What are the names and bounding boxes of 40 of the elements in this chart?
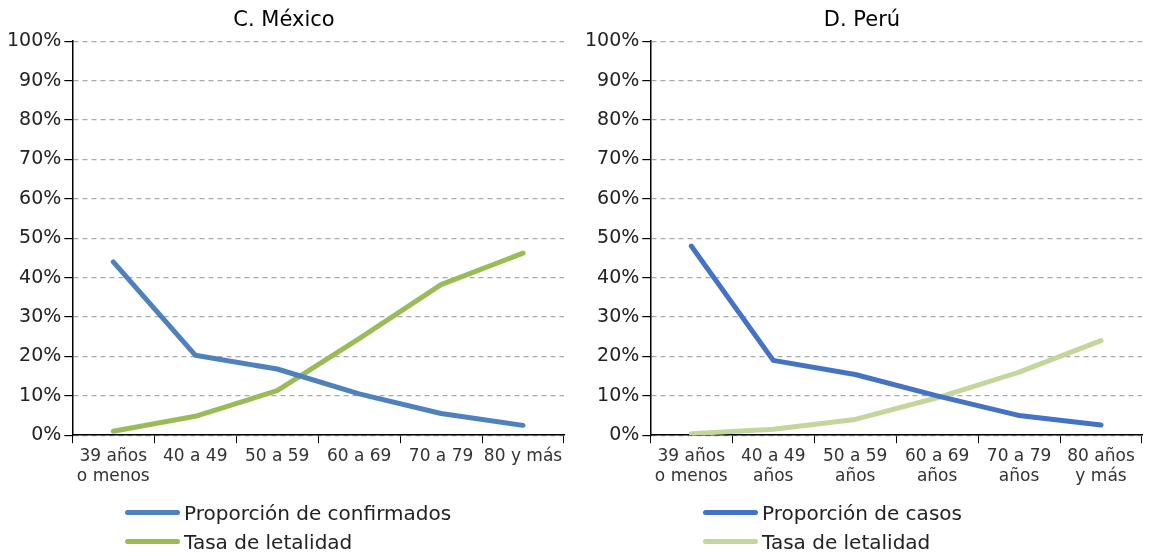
x-tick-label: 60 a 69 años [904,444,970,486]
y-tick-label: 90% [19,67,62,90]
x-tick-label: 80 y más [483,444,563,465]
y-tick-label: 20% [597,343,640,366]
y-tick-label: 70% [597,146,640,169]
y-tick-label: 40% [19,264,62,287]
x-tick-label: 40 a 49 [162,444,228,465]
y-tick-label: 10% [19,382,62,405]
y-tick-label: 50% [597,225,640,248]
y-tick-label: 80% [19,106,62,129]
x-tick-label: 39 años o menos [76,444,150,486]
chart-title: D. Perú [823,7,901,32]
y-tick-label: 60% [19,185,62,208]
y-tick-label: 30% [19,303,62,326]
x-tick-label: 40 a 49 años [740,444,806,486]
y-tick-label: 0% [609,422,640,445]
chart-title: C. México [233,7,335,32]
y-tick-label: 10% [597,382,640,405]
y-tick-label: 100% [584,28,640,51]
x-tick-label: 70 a 79 [408,444,474,465]
y-tick-label: 70% [19,146,62,169]
legend-label: Proporción de casos [762,500,962,525]
x-tick-label: 70 a 79 años [986,444,1052,486]
legend-label: Tasa de letalidad [184,529,353,554]
y-tick-label: 90% [597,67,640,90]
x-tick-label: 60 a 69 [326,444,392,465]
legend-label: Tasa de letalidad [762,529,931,554]
y-tick-label: 100% [6,28,62,51]
x-tick-label: 50 a 59 [244,444,310,465]
x-tick-label: 50 a 59 años [822,444,888,486]
y-tick-label: 50% [19,225,62,248]
y-tick-label: 60% [597,185,640,208]
y-tick-label: 0% [31,422,62,445]
y-tick-label: 80% [597,106,640,129]
legend-label: Proporción de confirmados [184,500,452,525]
y-tick-label: 30% [597,303,640,326]
y-tick-label: 20% [19,343,62,366]
y-tick-label: 40% [597,264,640,287]
x-tick-label: 80 años y más [1067,444,1135,486]
x-tick-label: 39 años o menos [654,444,728,486]
